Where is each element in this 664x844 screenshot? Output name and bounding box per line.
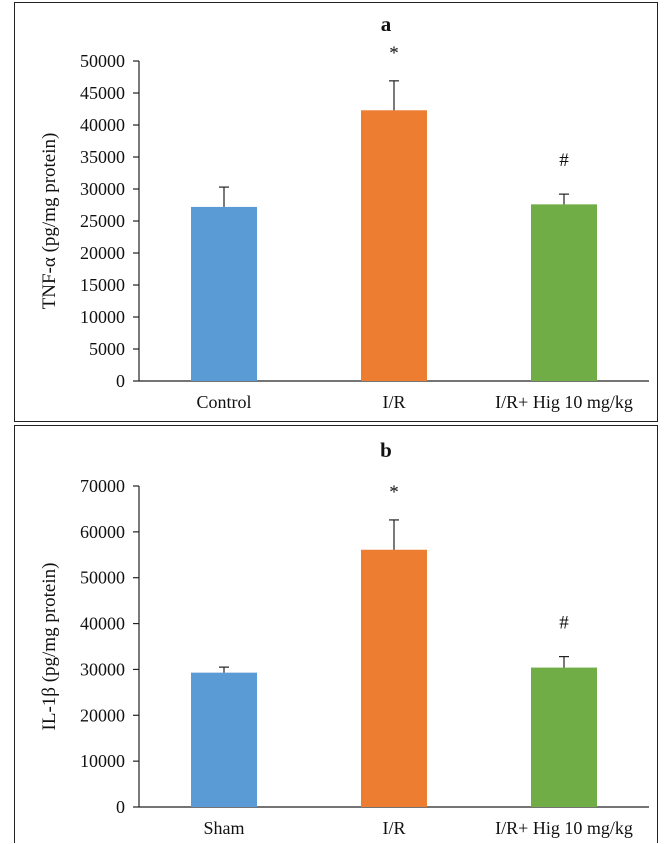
y-tick-label: 10000: [80, 307, 125, 327]
significance-marker: *: [389, 43, 399, 64]
y-tick-label: 25000: [80, 211, 125, 231]
y-tick-label: 40000: [80, 115, 125, 135]
y-tick-label: 20000: [80, 705, 125, 725]
chart-panel-b: b IL-1β (pg/mg protein) 0 10000 20000 30000 40…: [14, 425, 658, 843]
y-tick-label: 0: [116, 371, 125, 391]
bar-2: [361, 549, 427, 807]
y-tick-label: 70000: [80, 476, 125, 496]
bar-3: [531, 204, 597, 381]
x-tick-label: I/R+ Hig 10 mg/kg: [495, 392, 633, 412]
chart-b: b IL-1β (pg/mg protein) 0 10000 20000 30000 40…: [39, 438, 649, 838]
y-tick-label: 30000: [80, 659, 125, 679]
chart-title: b: [380, 438, 392, 462]
y-tick-label: 45000: [80, 83, 125, 103]
y-tick-label: 40000: [80, 614, 125, 634]
significance-marker: *: [389, 482, 399, 503]
x-tick-label: Control: [196, 392, 251, 412]
x-tick-label: I/R+ Hig 10 mg/kg: [495, 818, 633, 838]
y-tick-label: 35000: [80, 147, 125, 167]
significance-marker: #: [559, 613, 569, 634]
y-tick-label: 60000: [80, 522, 125, 542]
y-axis-label: TNF-α (pg/mg protein): [39, 133, 60, 310]
x-tick-label: Sham: [203, 818, 244, 838]
x-tick-label: I/R: [382, 818, 405, 838]
y-tick-label: 30000: [80, 179, 125, 199]
y-tick-label: 0: [116, 797, 125, 817]
bar-1: [191, 206, 257, 381]
bar-3: [531, 667, 597, 807]
y-tick-label: 50000: [80, 51, 125, 71]
chart-panel-a: a TNF-α (pg/mg protein) 0 5000 10000 15000 200…: [14, 2, 658, 422]
significance-marker: #: [559, 150, 569, 171]
chart-title: a: [381, 12, 392, 36]
bar-2: [361, 110, 427, 381]
bar-1: [191, 672, 257, 807]
y-tick-label: 5000: [89, 339, 125, 359]
x-tick-label: I/R: [382, 392, 405, 412]
y-tick-label: 20000: [80, 243, 125, 263]
y-tick-label: 15000: [80, 275, 125, 295]
chart-a: a TNF-α (pg/mg protein) 0 5000 10000 15000 200…: [39, 12, 649, 412]
y-axis-label: IL-1β (pg/mg protein): [39, 563, 60, 731]
y-tick-label: 10000: [80, 751, 125, 771]
y-tick-label: 50000: [80, 568, 125, 588]
